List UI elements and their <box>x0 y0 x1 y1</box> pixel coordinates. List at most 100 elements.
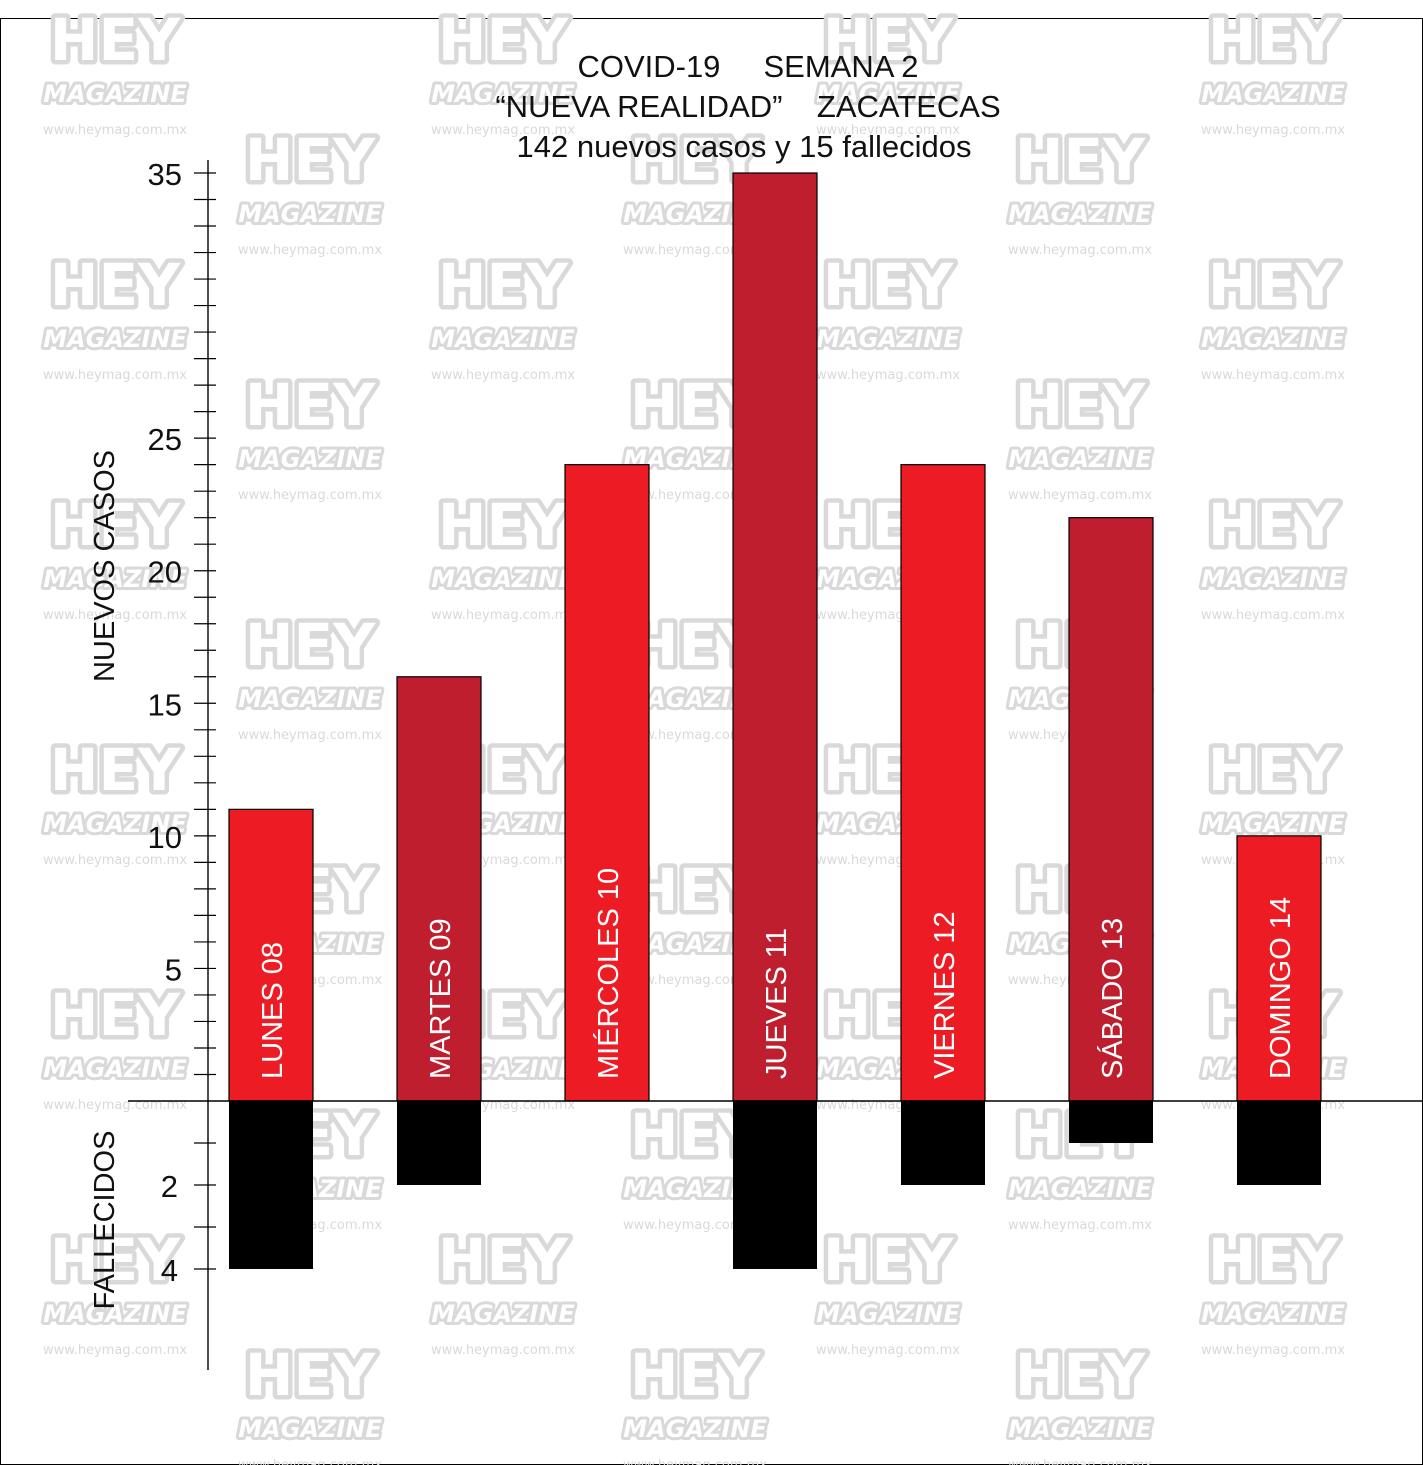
watermark-word: HEY <box>50 1226 181 1294</box>
y-tick-label-cases: 20 <box>148 555 182 590</box>
watermark-url: www.heymag.com.mx <box>238 488 382 503</box>
watermark-url: www.heymag.com.mx <box>43 608 187 623</box>
watermark-subword-fill: MAGAZINE <box>816 80 960 108</box>
watermark-word-fill: HEY <box>245 126 376 194</box>
bar-deaths-1 <box>397 1101 481 1185</box>
watermark-subword-fill: MAGAZINE <box>1008 200 1152 228</box>
watermark-word-fill: HEY <box>438 6 569 74</box>
watermark-word: HEY <box>245 371 376 439</box>
watermark-subword-fill: MAGAZINE <box>431 1300 575 1328</box>
watermark-word: HEY <box>50 491 181 559</box>
watermark-word-fill: HEY <box>245 1341 376 1409</box>
watermark-word-fill: HEY <box>1208 491 1339 559</box>
watermark-subword-fill: MAGAZINE <box>43 1300 187 1328</box>
labels-layer: COVID-19 SEMANA 2 “NUEVA REALIDAD” ZACAT… <box>89 49 1001 1309</box>
watermark-url: www.heymag.com.mx <box>1008 1218 1152 1233</box>
watermark-word: HEY <box>823 6 954 74</box>
axes-layer: 5 10 15 20 25 35 2 4 <box>128 157 1423 1370</box>
category-label-6: DOMINGO 14 <box>1265 897 1297 1079</box>
watermark-word: HEY <box>245 1341 376 1409</box>
watermark-subword: MAGAZINE <box>431 325 575 353</box>
watermark-url: www.heymag.com.mx <box>816 1343 960 1358</box>
watermark-word: HEY <box>438 251 569 319</box>
watermark-subword-fill: MAGAZINE <box>1008 1175 1152 1203</box>
bar-cases-4 <box>900 464 986 1102</box>
watermark-url: www.heymag.com.mx <box>623 1218 767 1233</box>
watermark-url: www.heymag.com.mx <box>238 1458 382 1465</box>
watermark-word-fill: HEY <box>630 1341 761 1409</box>
watermark-subword: MAGAZINE <box>1008 200 1152 228</box>
watermark-subword: MAGAZINE <box>43 325 187 353</box>
bar-cases-5 <box>1068 517 1154 1102</box>
watermark-subword-fill: MAGAZINE <box>431 325 575 353</box>
watermark-word-fill: HEY <box>823 1226 954 1294</box>
category-label-5: SÁBADO 13 <box>1096 918 1129 1079</box>
watermark-word: HEY <box>438 6 569 74</box>
watermark-url: www.heymag.com.mx <box>1201 123 1345 138</box>
watermark-subword: MAGAZINE <box>43 80 187 108</box>
category-label-1: MARTES 09 <box>425 918 457 1079</box>
watermark-word: HEY <box>50 6 181 74</box>
watermark-subword: MAGAZINE <box>1008 1415 1152 1443</box>
watermark-subword-fill: MAGAZINE <box>816 1300 960 1328</box>
watermark-subword: MAGAZINE <box>623 1415 767 1443</box>
watermark-url: www.heymag.com.mx <box>43 1098 187 1113</box>
watermark-word-fill: HEY <box>50 251 181 319</box>
watermark-word: HEY <box>1015 1341 1146 1409</box>
watermark-subword-fill: MAGAZINE <box>431 565 575 593</box>
watermark-url: www.heymag.com.mx <box>816 123 960 138</box>
watermark-word: HEY <box>1208 6 1339 74</box>
watermark-word: HEY <box>1208 736 1339 804</box>
watermark-subword-fill: MAGAZINE <box>238 445 382 473</box>
watermark-word-fill: HEY <box>245 371 376 439</box>
watermark-subword: MAGAZINE <box>816 325 960 353</box>
watermark-word-fill: HEY <box>50 981 181 1049</box>
watermark-word: HEY <box>245 611 376 679</box>
watermark-subword: MAGAZINE <box>1201 1300 1345 1328</box>
watermark-url: www.heymag.com.mx <box>623 728 767 743</box>
bar-cases-1 <box>396 676 482 1102</box>
watermark-url: www.heymag.com.mx <box>1201 1343 1345 1358</box>
y-tick-label-cases: 15 <box>148 687 182 722</box>
watermark-url: www.heymag.com.mx <box>623 973 767 988</box>
watermark-word: HEY <box>1208 1226 1339 1294</box>
watermark-subword: MAGAZINE <box>1008 445 1152 473</box>
watermark-url: www.heymag.com.mx <box>623 243 767 258</box>
watermark-word-fill: HEY <box>245 611 376 679</box>
watermark-url: www.heymag.com.mx <box>816 368 960 383</box>
watermark-subword-fill: MAGAZINE <box>43 80 187 108</box>
watermark-word-fill: HEY <box>438 491 569 559</box>
watermark-subword-fill: MAGAZINE <box>1201 1300 1345 1328</box>
watermark-subword-fill: MAGAZINE <box>238 685 382 713</box>
bar-deaths-6 <box>1237 1101 1321 1185</box>
watermark-subword-fill: MAGAZINE <box>1201 565 1345 593</box>
watermark-subword-fill: MAGAZINE <box>43 1055 187 1083</box>
bar-cases-3 <box>732 172 818 1102</box>
bar-deaths-3 <box>733 1101 817 1269</box>
watermark-subword-fill: MAGAZINE <box>1008 445 1152 473</box>
watermark-subword-fill: MAGAZINE <box>623 1415 767 1443</box>
watermark-word: HEY <box>50 251 181 319</box>
bars-layer: LUNES 08 MARTES 09 MIÉRCOLES 10 JUEVES 11 VI… <box>228 172 1322 1269</box>
watermark-url: www.heymag.com.mx <box>1008 243 1152 258</box>
watermark-word: HEY <box>50 981 181 1049</box>
watermark-url: www.heymag.com.mx <box>1008 488 1152 503</box>
watermark-subword-fill: MAGAZINE <box>1201 810 1345 838</box>
watermark-subword: MAGAZINE <box>1008 1175 1152 1203</box>
watermark-subword: MAGAZINE <box>1201 325 1345 353</box>
watermark-url: www.heymag.com.mx <box>43 123 187 138</box>
watermark-word-fill: HEY <box>1208 1226 1339 1294</box>
watermark-subword: MAGAZINE <box>431 1300 575 1328</box>
